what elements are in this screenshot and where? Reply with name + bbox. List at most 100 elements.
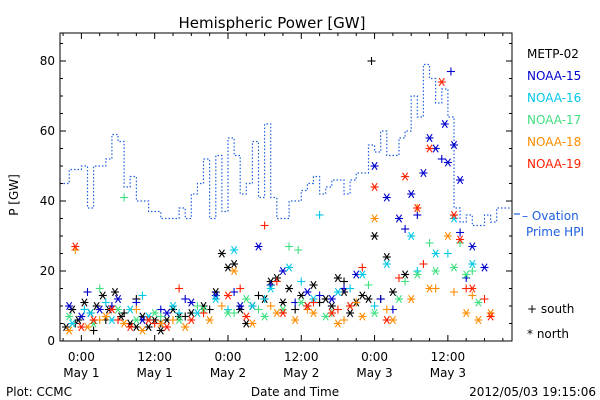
noaa-17-south-point — [294, 246, 303, 254]
noaa-19-north-point — [437, 77, 446, 87]
noaa-19-south-point — [199, 309, 208, 317]
noaa-19-north-point — [187, 315, 196, 325]
noaa-17-south-point — [230, 309, 239, 317]
metp-02-south-point — [340, 277, 349, 286]
metp-02-north-point — [401, 270, 410, 279]
noaa-19-south-point — [309, 298, 318, 307]
noaa-15-north-point — [162, 308, 171, 318]
noaa-15-north-point — [456, 175, 465, 185]
noaa-17-north-point — [431, 266, 440, 276]
noaa-17-south-point — [401, 277, 410, 286]
noaa-17-south-point — [193, 302, 202, 310]
axis-layer: 0 20 40 60 80 0:00 May 1 12:00 May 1 0:00 May 2 12:… — [40, 32, 513, 380]
metp-02-north-point — [217, 249, 226, 258]
noaa-15-south-point — [181, 295, 190, 303]
noaa-15-north-point — [236, 301, 245, 311]
noaa-17-south-point — [95, 284, 104, 293]
noaa-15-south-point — [401, 225, 410, 233]
metp-02-north-point — [278, 298, 287, 307]
legend-entry-noaa-17: NOAA-17 — [527, 113, 581, 127]
noaa-16-south-point — [370, 302, 379, 310]
noaa-18-south-point — [217, 302, 226, 310]
legend-entry-noaa-18: NOAA-18 — [527, 135, 581, 149]
x-tick-date-label: May 1 — [63, 366, 99, 380]
noaa-17-north-point — [242, 294, 251, 304]
noaa-18-south-point — [352, 298, 361, 307]
y-tick-label: 40 — [40, 194, 55, 208]
noaa-16-north-point — [407, 231, 416, 241]
noaa-19-south-point — [150, 319, 159, 328]
x-tick-date-label: May 3 — [430, 366, 466, 380]
noaa-15-south-point — [230, 288, 239, 296]
noaa-19-north-point — [413, 203, 422, 213]
legend-entry-noaa-16: NOAA-16 — [527, 91, 581, 105]
footer-left-label: Plot: CCMC — [6, 385, 72, 399]
metp-02-north-point — [285, 284, 294, 293]
metp-02-north-point — [98, 291, 107, 300]
noaa-15-north-point — [254, 242, 263, 251]
legend-entry-ovation-line2: Prime HPI — [526, 225, 584, 239]
noaa-19-south-point — [333, 305, 342, 314]
noaa-17-south-point — [425, 239, 434, 247]
noaa-15-south-point — [437, 155, 446, 163]
legend-entry-metp-02: METP-02 — [527, 47, 579, 61]
noaa-19-south-point — [272, 277, 281, 286]
noaa-18-north-point — [358, 312, 367, 321]
plot-frame — [59, 32, 513, 342]
metp-02-north-point — [358, 291, 367, 300]
noaa-18-north-point — [291, 315, 300, 325]
x-tick-time-label: 0:00 — [68, 350, 95, 364]
metp-02-north-point — [333, 273, 342, 283]
noaa-16-north-point — [266, 284, 275, 293]
metp-02-south-point — [291, 305, 300, 314]
y-axis-label: P [GW] — [7, 174, 21, 216]
noaa-15-south-point — [446, 67, 455, 76]
noaa-16-north-point — [86, 308, 95, 318]
noaa-15-north-point — [443, 158, 452, 167]
noaa-19-south-point — [175, 284, 184, 293]
noaa-17-north-point — [449, 263, 458, 272]
noaa-16-south-point — [80, 305, 89, 314]
noaa-18-south-point — [266, 302, 275, 310]
marker-legend-north: * north — [527, 327, 569, 341]
noaa-19-north-point — [456, 235, 465, 244]
metp-02-south-point — [120, 309, 129, 317]
metp-02-south-point — [367, 57, 376, 65]
noaa-19-north-point — [126, 322, 135, 332]
noaa-16-north-point — [333, 287, 342, 297]
noaa-18-south-point — [132, 305, 141, 314]
noaa-19-north-point — [223, 291, 232, 300]
noaa-19-north-point — [401, 172, 410, 181]
noaa-17-south-point — [254, 305, 263, 314]
noaa-16-south-point — [260, 295, 269, 303]
noaa-18-north-point — [370, 214, 379, 223]
noaa-18-south-point — [468, 291, 477, 300]
noaa-15-north-point — [449, 140, 458, 150]
metp-02-north-point — [80, 298, 89, 307]
noaa-16-north-point — [211, 294, 220, 304]
metp-02-south-point — [89, 326, 98, 335]
metp-02-south-point — [254, 291, 263, 300]
noaa-15-north-point — [114, 294, 123, 304]
noaa-16-south-point — [101, 298, 110, 307]
noaa-18-north-point — [230, 266, 239, 276]
noaa-19-north-point — [278, 308, 287, 318]
noaa-18-north-point — [462, 308, 471, 318]
x-tick-date-label: May 1 — [137, 366, 173, 380]
noaa-18-south-point — [340, 316, 349, 324]
noaa-19-south-point — [419, 260, 428, 268]
noaa-16-north-point — [431, 249, 440, 258]
noaa-19-north-point — [242, 312, 251, 321]
marker-legend-south: + south — [527, 302, 574, 316]
noaa-18-north-point — [138, 326, 147, 335]
footer-right-timestamp: 2012/05/03 19:15:06 — [469, 385, 596, 399]
noaa-16-north-point — [382, 259, 391, 269]
noaa-16-south-point — [138, 291, 147, 300]
noaa-17-north-point — [132, 315, 141, 325]
metp-02-north-point — [144, 322, 153, 332]
noaa-17-south-point — [364, 281, 373, 289]
noaa-17-north-point — [462, 270, 471, 279]
x-tick-date-label: May 3 — [356, 366, 392, 380]
noaa-17-south-point — [156, 312, 165, 321]
noaa-17-north-point — [413, 270, 422, 279]
